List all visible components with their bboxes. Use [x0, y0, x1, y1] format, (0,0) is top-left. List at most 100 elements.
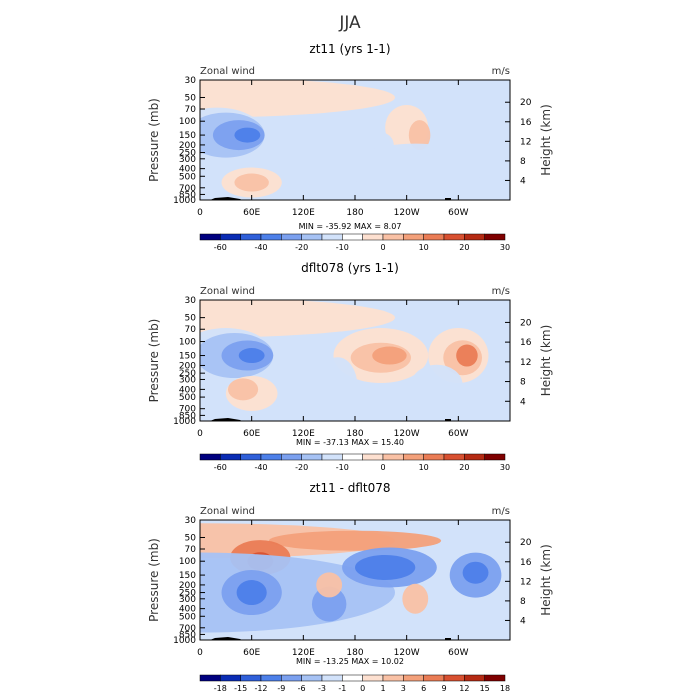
colorbar-swatch: [301, 674, 323, 682]
colorbar-label: 10: [419, 463, 429, 472]
pressure-tick-label: 70: [185, 545, 197, 555]
pressure-tick-label: 700: [179, 624, 196, 634]
colorbar-swatch: [423, 674, 445, 682]
colorbar-label: -60: [214, 463, 227, 472]
terrain: [210, 418, 242, 421]
height-tick-label: 16: [520, 118, 532, 128]
units-label: m/s: [492, 286, 510, 297]
colorbar-swatch: [443, 453, 465, 461]
x-tick-label: 120E: [292, 429, 315, 439]
colorbar-swatch: [362, 453, 384, 461]
x-tick-label: 180: [346, 208, 363, 218]
colorbar: -60 -40 -20 -10 0 10 20 30: [199, 233, 510, 252]
pressure-tick-label: 850: [179, 190, 196, 200]
colorbar-label: -1: [338, 684, 346, 693]
min-max-text: MIN = -13.25 MAX = 10.02: [296, 657, 404, 666]
contour-region-14: [318, 357, 358, 413]
height-tick-label: 8: [520, 378, 526, 388]
contour-region-5: [238, 348, 265, 364]
units-label: m/s: [492, 66, 510, 77]
colorbar-swatch: [484, 233, 506, 241]
contour-region-7: [227, 378, 259, 401]
x-tick-label: 60E: [243, 429, 260, 439]
colorbar-swatch: [240, 233, 262, 241]
pressure-tick-label: 400: [179, 385, 196, 395]
pressure-tick-label: 1000: [173, 417, 196, 427]
colorbar-swatch: [362, 674, 384, 682]
colorbar-swatch: [260, 233, 282, 241]
contour-region-2: [268, 530, 442, 551]
contour-region-5: [234, 127, 261, 143]
pressure-tick-label: 200: [179, 361, 196, 371]
height-tick-label: 4: [520, 397, 526, 407]
colorbar-label: 6: [421, 684, 426, 693]
contour-field: [200, 80, 510, 200]
y-axis-label: Pressure (mb): [147, 538, 161, 622]
pressure-tick-label: 150: [179, 352, 196, 362]
colorbar-swatch: [484, 674, 506, 682]
colorbar-swatch: [199, 453, 221, 461]
colorbar-swatch: [464, 233, 485, 241]
colorbar-swatch: [403, 674, 424, 682]
colorbar-label: 30: [500, 463, 510, 472]
contour-region-12: [311, 586, 347, 622]
contour-region-15: [410, 364, 463, 405]
zonal-wind-label: Zonal wind: [200, 286, 255, 297]
pressure-tick-label: 150: [179, 571, 196, 581]
colorbar-swatch: [260, 674, 282, 682]
height-tick-label: 20: [520, 538, 532, 548]
colorbar-label: 30: [500, 243, 510, 252]
contour-region-7: [234, 173, 269, 192]
height-tick-label: 16: [520, 558, 532, 568]
colorbar-swatch: [321, 674, 343, 682]
colorbar-label: -3: [318, 684, 326, 693]
height-tick-label: 16: [520, 338, 532, 348]
x-tick-label: 0: [197, 208, 203, 218]
height-tick-label: 4: [520, 616, 526, 626]
colorbar: -60 -40 -20 -10 0 10 20 30: [199, 453, 510, 472]
x-tick-label: 60E: [243, 648, 260, 658]
colorbar-swatch: [342, 674, 363, 682]
pressure-tick-label: 1000: [173, 636, 196, 646]
colorbar-label: 0: [380, 243, 385, 252]
pressure-tick-label: 30: [185, 296, 197, 306]
pressure-tick-label: 30: [185, 76, 197, 86]
zonal-wind-label: Zonal wind: [200, 506, 255, 517]
pressure-tick-label: 300: [179, 155, 196, 165]
x-tick-label: 120W: [394, 429, 420, 439]
pressure-tick-label: 250: [179, 589, 196, 599]
min-max-text: MIN = -35.92 MAX = 8.07: [299, 222, 402, 231]
pressure-tick-label: 30: [185, 516, 197, 526]
min-max-text: MIN = -37.13 MAX = 15.40: [296, 438, 404, 447]
pressure-tick-label: 500: [179, 612, 196, 622]
colorbar-swatch: [382, 453, 404, 461]
contour-region-13: [316, 572, 343, 598]
height-tick-label: 12: [520, 577, 531, 587]
colorbar-swatch: [240, 674, 262, 682]
colorbar-label: 3: [401, 684, 406, 693]
x-tick-label: 0: [197, 648, 203, 658]
contour-region-1: [200, 300, 395, 338]
terrain-small: [445, 638, 451, 640]
colorbar: -18 -15 -12 -9 -6 -3 -1 0 1 3 6 9 12 15 18: [199, 674, 510, 693]
colorbar-swatch: [464, 453, 485, 461]
pressure-tick-label: 250: [179, 149, 196, 159]
colorbar-label: 15: [480, 684, 490, 693]
colorbar-swatch: [220, 674, 241, 682]
pressure-tick-label: 400: [179, 165, 196, 175]
pressure-tick-label: 500: [179, 172, 196, 182]
pressure-tick-label: 150: [179, 131, 196, 141]
y2-axis-label: Height (km): [539, 544, 553, 615]
pressure-tick-label: 200: [179, 581, 196, 591]
colorbar-swatch: [220, 233, 241, 241]
height-tick-label: 12: [520, 358, 531, 368]
x-tick-label: 60W: [448, 429, 468, 439]
colorbar-swatch: [281, 453, 302, 461]
colorbar-swatch: [443, 233, 465, 241]
pressure-tick-label: 1000: [173, 196, 196, 206]
colorbar-swatch: [382, 233, 404, 241]
colorbar-swatch: [281, 233, 302, 241]
colorbar-label: 12: [459, 684, 469, 693]
colorbar-label: 0: [360, 684, 365, 693]
